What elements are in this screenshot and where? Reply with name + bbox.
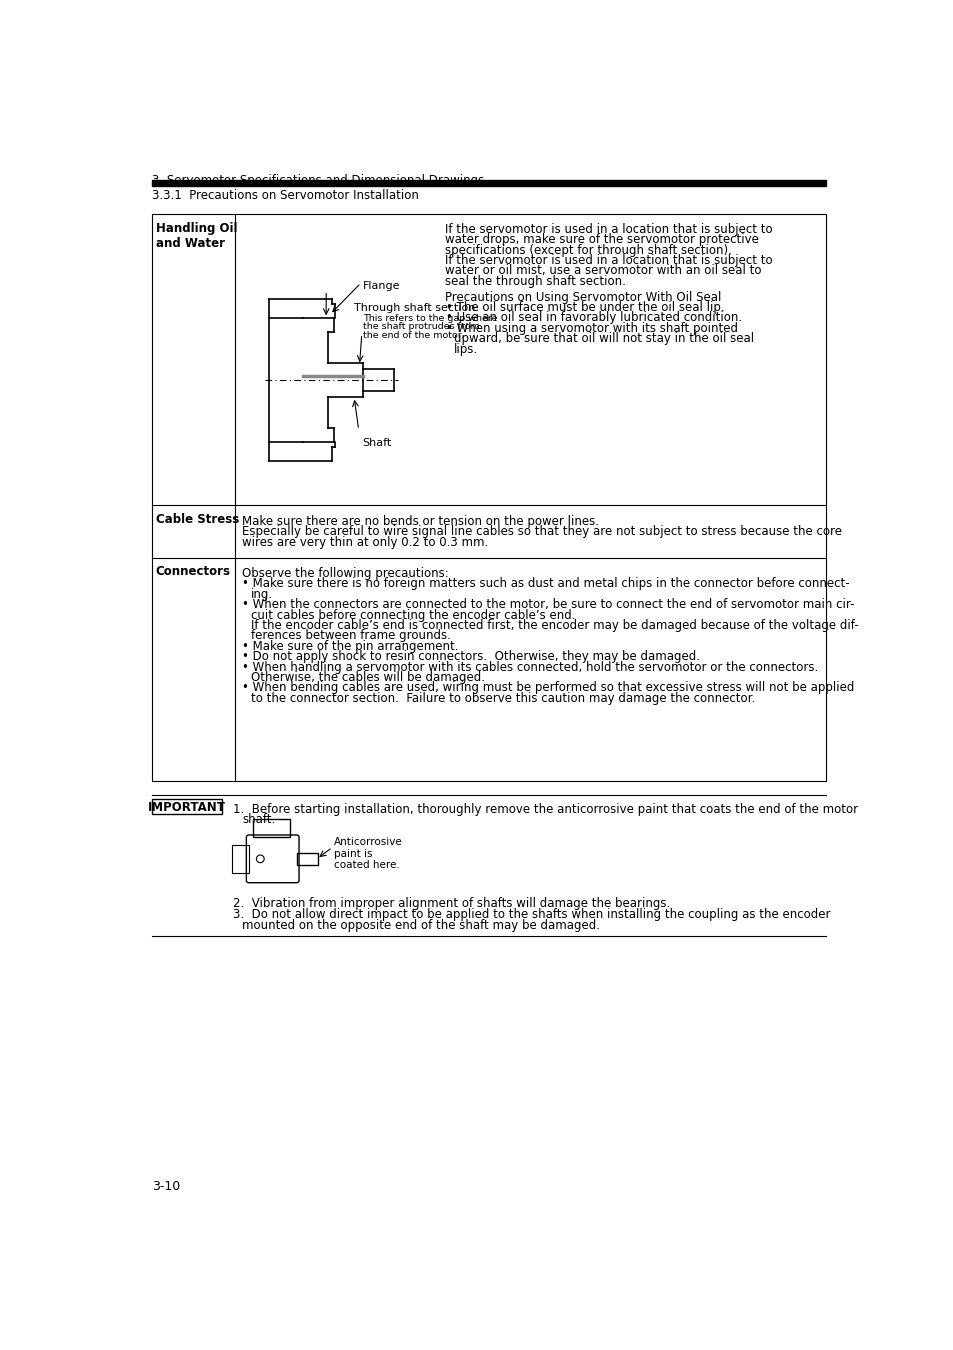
Text: 1.  Before starting installation, thoroughly remove the anticorrosive paint that: 1. Before starting installation, thoroug… (233, 803, 858, 815)
Text: Handling Oil
and Water: Handling Oil and Water (155, 221, 237, 250)
Text: Flange: Flange (363, 281, 400, 292)
Text: lips.: lips. (454, 343, 477, 355)
Text: 3.3.1  Precautions on Servomotor Installation: 3.3.1 Precautions on Servomotor Installa… (152, 189, 418, 202)
Text: IMPORTANT: IMPORTANT (148, 801, 225, 814)
Text: • When bending cables are used, wiring must be performed so that excessive stres: • When bending cables are used, wiring m… (241, 682, 853, 694)
Text: the end of the motor.: the end of the motor. (363, 331, 464, 340)
Text: • When the connectors are connected to the motor, be sure to connect the end of : • When the connectors are connected to t… (241, 598, 853, 612)
Text: If the encoder cable’s end is connected first, the encoder may be damaged becaus: If the encoder cable’s end is connected … (251, 620, 858, 632)
Text: 3.  Do not allow direct impact to be applied to the shafts when installing the c: 3. Do not allow direct impact to be appl… (233, 909, 830, 921)
Text: • Make sure of the pin arrangement.: • Make sure of the pin arrangement. (241, 640, 457, 653)
Text: Through shaft section:: Through shaft section: (354, 302, 478, 313)
Text: Shaft: Shaft (361, 437, 391, 448)
Text: • The oil surface must be under the oil seal lip.: • The oil surface must be under the oil … (446, 301, 724, 315)
Text: Anticorrosive
paint is
coated here.: Anticorrosive paint is coated here. (334, 837, 402, 871)
Text: water or oil mist, use a servomotor with an oil seal to: water or oil mist, use a servomotor with… (444, 265, 760, 277)
Text: mounted on the opposite end of the shaft may be damaged.: mounted on the opposite end of the shaft… (242, 919, 599, 931)
Text: 3  Servomotor Specifications and Dimensional Drawings: 3 Servomotor Specifications and Dimensio… (152, 174, 483, 188)
Bar (296, 853, 318, 865)
Text: • When handling a servomotor with its cables connected, hold the servomotor or t: • When handling a servomotor with its ca… (241, 660, 817, 674)
Text: If the servomotor is used in a location that is subject to: If the servomotor is used in a location … (444, 223, 772, 236)
Text: shaft.: shaft. (242, 814, 275, 826)
Text: seal the through shaft section.: seal the through shaft section. (444, 275, 625, 288)
Bar (253, 819, 290, 837)
Text: • Make sure there is no foreign matters such as dust and metal chips in the conn: • Make sure there is no foreign matters … (241, 578, 848, 590)
Text: wires are very thin at only 0.2 to 0.3 mm.: wires are very thin at only 0.2 to 0.3 m… (241, 536, 487, 549)
Text: Precautions on Using Servomotor With Oil Seal: Precautions on Using Servomotor With Oil… (444, 290, 720, 304)
Text: Observe the following precautions:: Observe the following precautions: (241, 567, 448, 580)
Bar (152, 215, 825, 782)
Text: Otherwise, the cables will be damaged.: Otherwise, the cables will be damaged. (251, 671, 484, 684)
Text: specifications (except for through shaft section).: specifications (except for through shaft… (444, 243, 731, 256)
Text: Cable Stress: Cable Stress (155, 513, 238, 526)
Text: Connectors: Connectors (155, 566, 231, 579)
Text: This refers to the gap where: This refers to the gap where (363, 313, 497, 323)
Text: Especially be careful to wire signal line cables so that they are not subject to: Especially be careful to wire signal lin… (241, 525, 841, 539)
Text: • When using a servomotor with its shaft pointed: • When using a servomotor with its shaft… (446, 321, 738, 335)
Text: to the connector section.  Failure to observe this caution may damage the connec: to the connector section. Failure to obs… (251, 691, 755, 705)
Text: Make sure there are no bends or tension on the power lines.: Make sure there are no bends or tension … (241, 514, 598, 528)
Bar (152, 181, 825, 186)
Text: cuit cables before connecting the encoder cable’s end.: cuit cables before connecting the encode… (251, 609, 575, 621)
Text: ing.: ing. (251, 587, 273, 601)
Text: 2.  Vibration from improper alignment of shafts will damage the bearings.: 2. Vibration from improper alignment of … (233, 898, 670, 910)
Text: • Use an oil seal in favorably lubricated condition.: • Use an oil seal in favorably lubricate… (446, 312, 741, 324)
Text: 3-10: 3-10 (152, 1180, 180, 1193)
Text: • Do not apply shock to resin connectors.  Otherwise, they may be damaged.: • Do not apply shock to resin connectors… (241, 651, 699, 663)
Text: If the servomotor is used in a location that is subject to: If the servomotor is used in a location … (444, 254, 772, 267)
Bar (232, 845, 249, 872)
Text: ferences between frame grounds.: ferences between frame grounds. (251, 629, 451, 643)
Text: water drops, make sure of the servomotor protective: water drops, make sure of the servomotor… (444, 234, 758, 246)
Text: the shaft protrudes from: the shaft protrudes from (363, 323, 479, 331)
Text: upward, be sure that oil will not stay in the oil seal: upward, be sure that oil will not stay i… (454, 332, 754, 346)
Bar (152, 799, 221, 814)
